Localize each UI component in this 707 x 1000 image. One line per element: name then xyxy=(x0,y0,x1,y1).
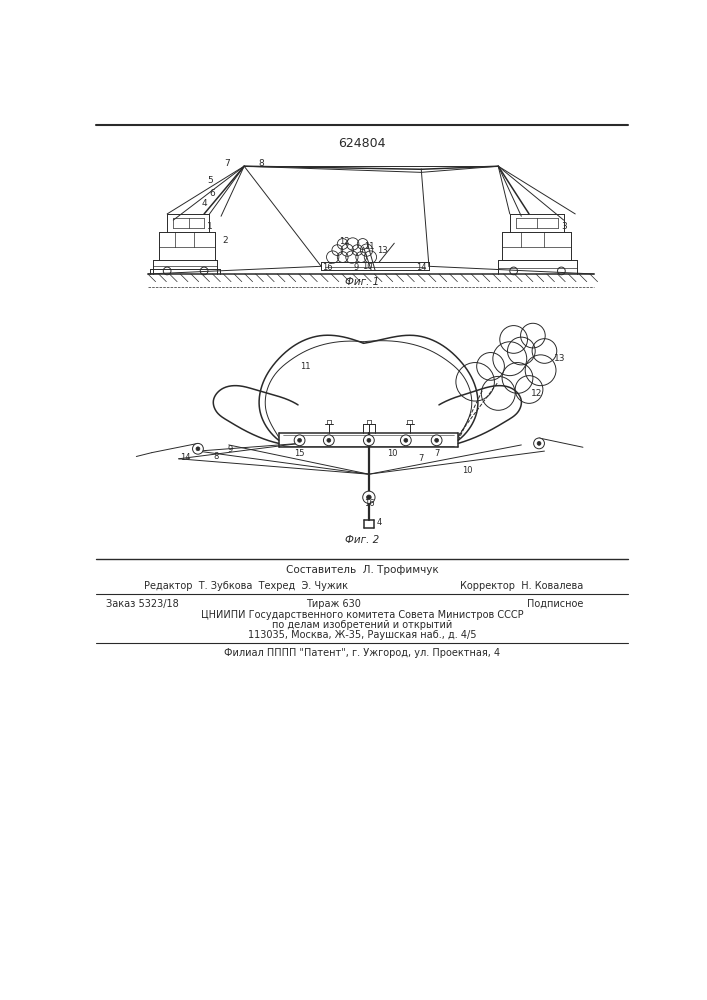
Text: 5: 5 xyxy=(207,176,213,185)
Text: 11: 11 xyxy=(300,362,311,371)
Circle shape xyxy=(192,443,204,454)
Text: 7: 7 xyxy=(224,159,230,168)
Text: 12: 12 xyxy=(531,389,542,398)
Text: Заказ 5323/18: Заказ 5323/18 xyxy=(105,599,178,609)
Text: 16: 16 xyxy=(322,263,332,272)
Text: ЦНИИПИ Государственного комитета Совета Министров СССР: ЦНИИПИ Государственного комитета Совета … xyxy=(201,610,523,620)
Text: 14: 14 xyxy=(416,263,426,272)
Text: 10: 10 xyxy=(362,262,373,271)
Text: 10: 10 xyxy=(462,466,473,475)
Text: Корректор  Н. Ковалева: Корректор Н. Ковалева xyxy=(460,581,583,591)
Text: Составитель  Л. Трофимчук: Составитель Л. Трофимчук xyxy=(286,565,438,575)
Text: 16: 16 xyxy=(364,499,375,508)
Circle shape xyxy=(400,435,411,446)
Text: 8: 8 xyxy=(213,452,218,461)
Text: 13: 13 xyxy=(378,246,388,255)
Text: 6: 6 xyxy=(209,189,215,198)
Text: 3: 3 xyxy=(561,222,566,231)
Text: 13: 13 xyxy=(554,354,566,363)
Circle shape xyxy=(363,491,375,503)
Circle shape xyxy=(431,435,442,446)
Text: Редактор  Т. Зубкова  Техред  Э. Чужик: Редактор Т. Зубкова Техред Э. Чужик xyxy=(144,581,348,591)
Text: 12: 12 xyxy=(339,237,349,246)
Text: 14: 14 xyxy=(180,453,190,462)
Text: Филиал ПППП "Патент", г. Ужгород, ул. Проектная, 4: Филиал ПППП "Патент", г. Ужгород, ул. Пр… xyxy=(224,648,500,658)
Text: 4: 4 xyxy=(201,199,207,208)
Text: Фиг. 1: Фиг. 1 xyxy=(345,277,379,287)
Text: Тираж 630: Тираж 630 xyxy=(305,599,361,609)
Text: 4: 4 xyxy=(376,518,382,527)
Text: 624804: 624804 xyxy=(338,137,386,150)
Text: 1: 1 xyxy=(206,222,212,231)
Text: 10: 10 xyxy=(387,449,398,458)
Text: 9: 9 xyxy=(354,263,358,272)
Circle shape xyxy=(537,441,541,445)
Text: 7: 7 xyxy=(434,449,439,458)
Circle shape xyxy=(366,495,371,500)
Text: 113035, Москва, Ж-35, Раушская наб., д. 4/5: 113035, Москва, Ж-35, Раушская наб., д. … xyxy=(247,630,477,640)
Text: Фиг. 2: Фиг. 2 xyxy=(345,535,379,545)
Circle shape xyxy=(367,438,370,442)
Text: 8: 8 xyxy=(258,159,264,168)
Text: 11: 11 xyxy=(363,242,374,251)
Circle shape xyxy=(435,438,438,442)
Circle shape xyxy=(298,438,301,442)
Circle shape xyxy=(327,438,331,442)
Circle shape xyxy=(534,438,544,449)
Circle shape xyxy=(324,435,334,446)
Circle shape xyxy=(294,435,305,446)
Circle shape xyxy=(404,438,408,442)
Text: 7: 7 xyxy=(419,454,424,463)
Circle shape xyxy=(196,447,200,451)
Text: 15: 15 xyxy=(294,449,305,458)
Text: по делам изобретений и открытий: по делам изобретений и открытий xyxy=(271,620,452,630)
Text: Подписное: Подписное xyxy=(527,599,583,609)
Circle shape xyxy=(363,435,374,446)
Text: 9: 9 xyxy=(228,445,233,454)
Text: 2: 2 xyxy=(222,236,228,245)
